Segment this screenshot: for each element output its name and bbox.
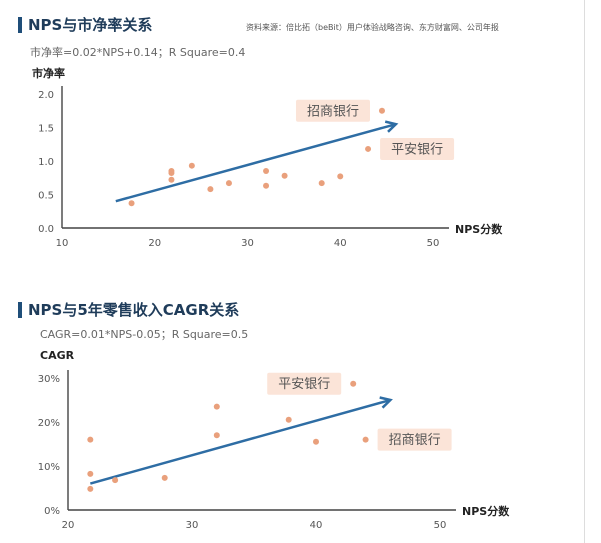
chart-2-data-point	[313, 438, 319, 445]
chart-1-title-block: NPS与市净率关系	[18, 14, 152, 35]
chart-2-data-point	[362, 436, 369, 443]
chart-1-x-tick-label: 10	[56, 238, 69, 249]
chart-2-x-tick-label: 20	[62, 520, 75, 531]
chart-1-data-point	[207, 186, 214, 193]
chart-2-trend-arrowhead	[379, 396, 393, 409]
chart-1-data-point	[225, 180, 232, 187]
chart-2-title-block: NPS与5年零售收入CAGR关系	[18, 299, 239, 320]
chart-1-data-point	[281, 172, 288, 179]
chart-2-annotation-label: 招商银行	[389, 433, 441, 448]
chart-1-data-point	[168, 168, 175, 175]
chart-2-y-tick-label: 20%	[38, 418, 60, 429]
page-border	[584, 0, 585, 543]
title-accent-bar	[18, 16, 22, 33]
chart-1-y-tick-label: 2.0	[38, 90, 54, 101]
chart-1-annotation-box	[295, 99, 370, 122]
chart-2-x-tick-label: 50	[434, 520, 447, 531]
chart-1-trend-arrowhead	[384, 120, 399, 133]
source-note: 资料来源：倍比拓（beBit）用户体验战略咨询、东方财富网、公司年报	[246, 23, 499, 32]
chart-1-data-point	[378, 107, 385, 114]
chart-2-y-axis-label: CAGR	[40, 349, 75, 362]
chart-1-annotation-label: 招商银行	[307, 104, 359, 119]
chart-1-y-tick-label: 0.0	[38, 224, 54, 235]
chart-1-x-tick-label: 30	[241, 238, 254, 249]
chart-1-x-tick-label: 40	[334, 238, 347, 249]
chart-2-title: NPS与5年零售收入CAGR关系	[28, 301, 240, 319]
chart-2-data-point	[161, 474, 168, 481]
chart-2-trend-line	[89, 398, 391, 485]
chart-2-data-point	[213, 403, 220, 410]
chart-1-x-tick-label: 20	[148, 238, 161, 249]
chart-2-data-point	[112, 477, 119, 484]
chart-2-x-tick-label: 40	[310, 520, 323, 531]
chart-2-y-tick-label: 10%	[38, 462, 60, 473]
chart-1-annotation-label: 平安银行	[391, 142, 443, 157]
chart-2-data-point	[350, 380, 357, 387]
chart-1-y-axis-label: 市净率	[32, 66, 65, 80]
chart-2-data-point	[285, 416, 292, 423]
chart-1-data-point	[318, 180, 325, 187]
chart-1-x-axis-label: NPS分数	[455, 222, 503, 236]
chart-1-data-point	[168, 176, 175, 183]
chart-2-y-tick-label: 0%	[44, 506, 60, 517]
chart-1-data-point	[263, 182, 270, 189]
chart-2-data-point	[87, 485, 94, 492]
chart-1-y-tick-label: 0.5	[38, 191, 54, 202]
chart-1-data-point	[128, 200, 135, 207]
chart-1-data-point	[337, 173, 344, 180]
chart-2-x-axis-label: NPS分数	[462, 504, 510, 518]
chart-2-y-tick-label: 30%	[38, 374, 60, 385]
title-accent-bar	[18, 301, 22, 318]
chart-1-trend-line	[115, 122, 397, 203]
chart-2-annotation-box	[377, 428, 452, 451]
chart-1-equation: 市净率=0.02*NPS+0.14；R Square=0.4	[30, 46, 246, 59]
chart-1-title: NPS与市净率关系	[28, 16, 153, 34]
chart-2-equation: CAGR=0.01*NPS-0.05；R Square=0.5	[40, 328, 249, 341]
chart-2-data-point	[213, 432, 220, 439]
chart-2-annotation-label: 平安银行	[278, 377, 330, 392]
chart-2-data-point	[87, 470, 94, 477]
chart-1-annotation-box	[380, 137, 455, 160]
chart-1-y-tick-label: 1.0	[38, 157, 54, 168]
chart-2-x-tick-label: 30	[186, 520, 199, 531]
chart-1-data-point	[188, 162, 195, 169]
chart-1-y-tick-label: 1.5	[38, 124, 54, 135]
chart-1-x-tick-label: 50	[427, 238, 440, 249]
chart-1-data-point	[365, 145, 372, 152]
chart-1-data-point	[263, 168, 270, 175]
chart-2-annotation-box	[267, 372, 342, 395]
chart-2-data-point	[87, 436, 94, 443]
